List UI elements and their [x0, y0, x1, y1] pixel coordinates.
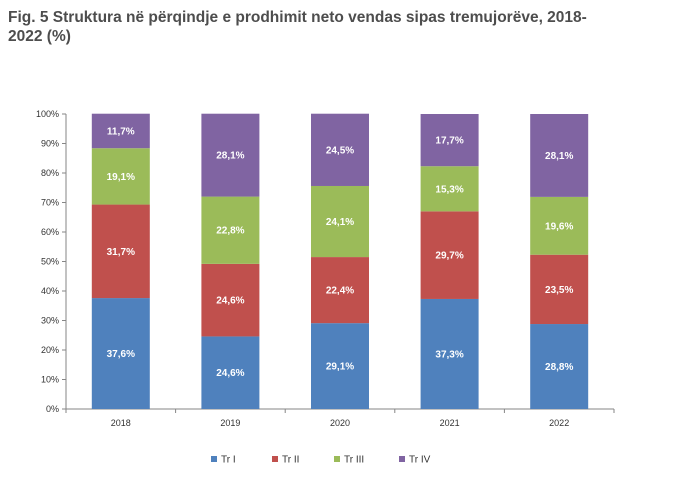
chart-axes: 0% 10% 20% 30% 40% 50% 60% 70% 80% 90% 100% 2018 201… — [36, 109, 615, 428]
legend-label: Tr III — [344, 455, 364, 466]
data-label: 22,4% — [326, 286, 354, 297]
bar-segment — [91, 113, 150, 149]
chart-title: Fig. 5 Struktura në përqindje e prodhimi… — [8, 9, 587, 45]
x-tick-label: 2018 — [111, 418, 131, 428]
legend-swatch — [211, 456, 217, 462]
bar-segment — [91, 204, 150, 299]
data-label: 28,1% — [216, 151, 244, 162]
data-label: 37,6% — [107, 349, 135, 360]
y-tick-label: 80% — [41, 168, 59, 178]
data-label: 17,7% — [435, 136, 463, 147]
data-label: 22,8% — [216, 226, 244, 237]
bar-segment — [201, 196, 260, 264]
chart-legend: Tr I Tr II Tr III Tr IV — [211, 455, 431, 466]
bar-segment — [420, 166, 479, 212]
y-tick-label: 60% — [41, 227, 59, 237]
bar-segment — [201, 263, 260, 337]
legend-swatch — [272, 456, 278, 462]
bar-segment — [311, 185, 369, 258]
legend-swatch — [399, 456, 405, 462]
bar-segment — [530, 196, 589, 255]
data-label: 29,7% — [435, 251, 463, 262]
y-tick-label: 20% — [41, 345, 59, 355]
y-tick-label: 40% — [41, 286, 59, 296]
bar-segment — [311, 323, 369, 409]
data-label: 19,1% — [107, 172, 135, 183]
bar-segment — [91, 298, 150, 409]
x-tick-label: 2020 — [330, 418, 350, 428]
bar-segment — [311, 257, 369, 324]
data-label: 24,6% — [216, 368, 244, 379]
y-tick-label: 100% — [36, 109, 59, 119]
y-tick-label: 30% — [41, 316, 59, 326]
bar-segment — [91, 148, 150, 205]
data-label: 28,8% — [545, 362, 573, 373]
bar-segment — [311, 113, 369, 186]
data-label: 19,6% — [545, 221, 573, 232]
data-label: 24,5% — [326, 145, 354, 156]
legend-label: Tr II — [282, 455, 299, 466]
legend-swatch — [334, 456, 340, 462]
x-tick-label: 2019 — [220, 418, 240, 428]
y-tick-label: 50% — [41, 257, 59, 267]
bar-segment — [420, 114, 479, 167]
data-label: 28,1% — [545, 151, 573, 162]
data-label: 23,5% — [545, 285, 573, 296]
bar-segment — [201, 336, 260, 409]
bar-segment — [530, 114, 589, 197]
legend-label: Tr IV — [409, 455, 431, 466]
x-tick-label: 2021 — [440, 418, 460, 428]
y-tick-label: 10% — [41, 375, 59, 385]
data-label: 37,3% — [435, 349, 463, 360]
bar-segment — [530, 254, 589, 325]
legend-label: Tr I — [221, 455, 236, 466]
y-tick-label: 90% — [41, 139, 59, 149]
x-tick-label: 2022 — [549, 418, 569, 428]
data-label: 29,1% — [326, 362, 354, 373]
y-tick-label: 70% — [41, 198, 59, 208]
data-label: 31,7% — [107, 247, 135, 258]
chart-bars — [91, 113, 589, 409]
data-label: 11,7% — [107, 126, 135, 137]
bar-segment — [420, 298, 479, 409]
data-labels: 37,6% 31,7% 19,1% 11,7% 24,6% 24,6% 22,8% 28,1%… — [107, 126, 574, 379]
data-label: 24,6% — [216, 296, 244, 307]
data-label: 15,3% — [435, 184, 463, 195]
bar-segment — [530, 324, 589, 409]
bar-segment — [420, 211, 479, 299]
bar-segment — [201, 113, 260, 197]
y-tick-label: 0% — [46, 404, 59, 414]
data-label: 24,1% — [326, 217, 354, 228]
